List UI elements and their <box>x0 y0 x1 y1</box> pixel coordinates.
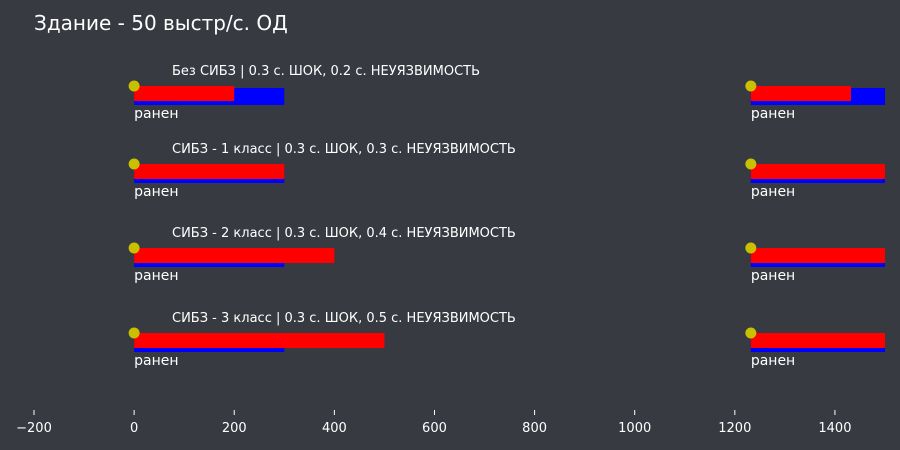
chart-rows: ранен ранен Без СИБЗ | 0.3 с. ШОК, 0.2 с. … <box>128 64 885 369</box>
invuln-bar <box>134 248 335 263</box>
invuln-bar <box>750 333 885 348</box>
x-tick-label: 1200 <box>718 421 751 436</box>
x-tick-label: 200 <box>222 421 247 436</box>
row-4: ранен ранен СИБЗ - 3 класс | 0.3 с. ШОК, 0… <box>128 311 885 369</box>
x-tick-label: 800 <box>522 421 547 436</box>
status-label: ранен <box>134 184 178 200</box>
hit-marker <box>745 80 757 92</box>
hit-marker <box>745 327 757 339</box>
row-title: СИБЗ - 3 класс | 0.3 с. ШОК, 0.5 с. НЕУЯ… <box>172 311 516 326</box>
invuln-bar <box>750 164 885 179</box>
invuln-bar <box>750 248 885 263</box>
status-label: ранен <box>134 268 178 284</box>
x-tick-label: 600 <box>422 421 447 436</box>
hit-marker <box>128 158 140 170</box>
row-2: ранен ранен СИБЗ - 1 класс | 0.3 с. ШОК, 0… <box>128 142 885 200</box>
hit-marker <box>128 327 140 339</box>
chart-title: Здание - 50 выстр/с. ОД <box>34 11 288 35</box>
status-label: ранен <box>134 106 178 122</box>
hit-marker <box>128 242 140 254</box>
hit-marker <box>745 242 757 254</box>
x-tick-label: 1000 <box>618 421 651 436</box>
invuln-bar <box>134 164 285 179</box>
status-label: ранен <box>751 106 795 122</box>
row-title: СИБЗ - 2 класс | 0.3 с. ШОК, 0.4 с. НЕУЯ… <box>172 226 516 241</box>
hit-marker <box>745 158 757 170</box>
x-tick-label: −200 <box>16 421 52 436</box>
row-title: СИБЗ - 1 класс | 0.3 с. ШОК, 0.3 с. НЕУЯ… <box>172 142 516 157</box>
status-label: ранен <box>134 353 178 369</box>
x-tick-label: 400 <box>322 421 347 436</box>
invuln-bar <box>134 86 235 101</box>
row-3: ранен ранен СИБЗ - 2 класс | 0.3 с. ШОК, 0… <box>128 226 885 284</box>
x-tick-label: 0 <box>130 421 138 436</box>
invuln-bar <box>134 333 385 348</box>
invuln-bar <box>750 86 851 101</box>
x-tick-label: 1400 <box>818 421 851 436</box>
status-label: ранен <box>751 184 795 200</box>
hit-marker <box>128 80 140 92</box>
row-1: ранен ранен Без СИБЗ | 0.3 с. ШОК, 0.2 с. … <box>128 64 885 122</box>
status-label: ранен <box>751 353 795 369</box>
status-label: ранен <box>751 268 795 284</box>
x-axis: −200 0 200 400 600 800 1000 1200 1400 <box>16 410 851 436</box>
row-title: Без СИБЗ | 0.3 с. ШОК, 0.2 с. НЕУЯЗВИМОС… <box>172 64 480 79</box>
